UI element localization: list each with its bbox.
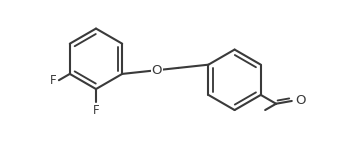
Text: F: F (93, 104, 99, 117)
Text: O: O (152, 64, 162, 77)
Text: O: O (296, 95, 306, 107)
Text: F: F (50, 74, 57, 87)
